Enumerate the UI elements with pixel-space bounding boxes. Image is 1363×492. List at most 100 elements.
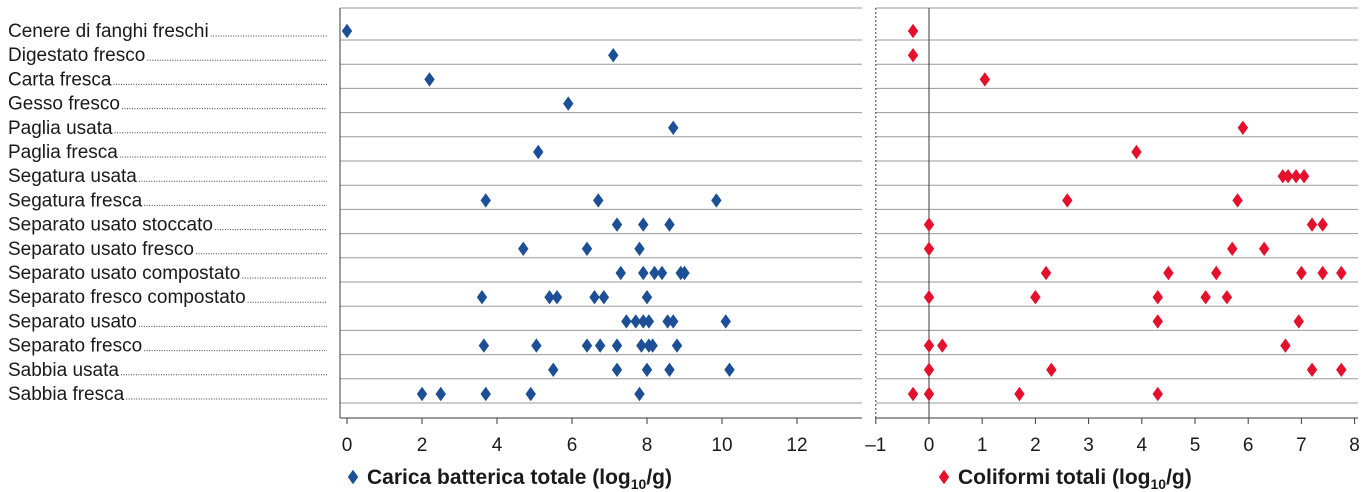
data-point-marker (1298, 169, 1310, 184)
data-point-marker (630, 314, 641, 329)
x-tick-label: 0 (342, 435, 353, 456)
category-label: Separato usato fresco (8, 239, 194, 260)
data-point-marker (664, 217, 675, 232)
data-points (341, 23, 1347, 402)
axis-title-main: Coliformi totali (log (958, 466, 1150, 489)
data-point-marker (611, 338, 623, 353)
x-tick-label: 12 (786, 435, 807, 456)
data-point-marker (923, 362, 935, 377)
data-point-marker (656, 265, 668, 281)
data-point-marker (611, 217, 623, 232)
data-point-marker (923, 338, 935, 353)
data-point-marker (664, 362, 675, 377)
data-point-marker (923, 241, 935, 256)
data-point-marker (551, 290, 563, 305)
data-point-marker (907, 48, 919, 63)
data-point-marker (593, 193, 604, 208)
x-tick-label: 4 (492, 435, 503, 456)
data-point-marker (1317, 217, 1328, 232)
data-point-marker (347, 469, 359, 485)
data-point-marker (1282, 169, 1294, 184)
category-label: Paglia fresca (8, 142, 118, 163)
category-label: Carta fresca (8, 69, 112, 90)
axis-title: Coliformi totali (log10/g) (958, 466, 1192, 492)
data-point-marker (1280, 338, 1291, 353)
category-label: Cenere di fanghi freschi (8, 21, 209, 42)
x-tick-label: 3 (1083, 435, 1094, 456)
data-point-marker (581, 241, 593, 256)
x-tick-label: 6 (567, 435, 578, 456)
data-point-marker (1046, 362, 1057, 377)
data-point-marker (478, 338, 490, 353)
category-label: Gesso fresco (8, 94, 120, 115)
data-point-marker (643, 314, 655, 329)
gridlines (340, 7, 1358, 404)
data-point-marker (598, 290, 610, 305)
data-point-marker (711, 193, 722, 208)
data-point-marker (679, 265, 690, 281)
data-point-marker (1152, 386, 1163, 402)
x-tick-label: 0 (924, 435, 935, 456)
data-point-marker (923, 386, 935, 402)
data-point-marker (668, 314, 679, 329)
x-tick-label: 6 (1243, 435, 1254, 456)
data-point-marker (638, 314, 649, 329)
x-tick-label: 8 (1349, 435, 1360, 456)
data-point-marker (424, 72, 435, 87)
data-point-marker (638, 265, 649, 281)
axis-title-end: /g) (1166, 466, 1192, 489)
data-point-marker (979, 72, 991, 87)
x-tick-label: 8 (642, 435, 653, 456)
axes: 0 2 4 6 8 10 12 –1 0 1 2 3 4 5 6 7 8 (339, 8, 1360, 456)
x-tick-label: 7 (1296, 435, 1307, 456)
data-point-marker (937, 338, 948, 353)
data-point-marker (589, 290, 600, 305)
data-point-marker (638, 217, 649, 232)
data-point-marker (1317, 265, 1328, 281)
axis-title-subscript: 10 (1150, 476, 1166, 492)
data-point-marker (531, 338, 542, 353)
x-tick-label: 10 (711, 435, 732, 456)
data-point-marker (724, 362, 735, 377)
x-tick-label: 5 (1190, 435, 1201, 456)
data-point-marker (1293, 314, 1304, 329)
data-point-marker (671, 338, 683, 353)
category-label: Sabbia usata (8, 360, 119, 381)
data-point-marker (720, 314, 731, 329)
data-point-marker (1290, 169, 1302, 184)
category-label: Separato fresco compostato (8, 287, 246, 308)
data-point-marker (435, 386, 446, 402)
data-point-marker (634, 241, 645, 256)
data-point-marker (1152, 314, 1163, 329)
x-tick-label: 1 (977, 435, 988, 456)
data-point-marker (544, 290, 555, 305)
category-label: Separato usato (8, 311, 137, 332)
data-point-marker (1221, 290, 1233, 305)
data-point-marker (641, 290, 653, 305)
data-point-marker (480, 193, 491, 208)
category-label: Separato usato compostato (8, 263, 240, 284)
data-point-marker (608, 48, 619, 63)
data-point-marker (518, 241, 529, 256)
data-point-marker (476, 290, 488, 305)
axis-title-end: /g) (646, 466, 672, 489)
data-point-marker (563, 96, 574, 111)
data-point-marker (480, 386, 491, 402)
data-point-marker (1211, 265, 1222, 281)
data-point-marker (1227, 241, 1238, 256)
x-tick-label: 2 (1030, 435, 1041, 456)
category-label: Separato usato stoccato (8, 215, 213, 236)
data-point-marker (1062, 193, 1073, 208)
data-point-marker (341, 23, 353, 39)
axis-titles: Carica batterica totale (log10/g) Colifor… (347, 466, 1192, 492)
category-label: Sabbia fresca (8, 384, 125, 405)
data-point-marker (668, 120, 679, 135)
data-point-marker (1306, 362, 1318, 377)
data-point-marker (548, 362, 559, 377)
data-point-marker (1152, 290, 1163, 305)
data-point-marker (533, 144, 544, 160)
data-point-marker (1277, 169, 1288, 184)
data-point-marker (662, 314, 673, 329)
